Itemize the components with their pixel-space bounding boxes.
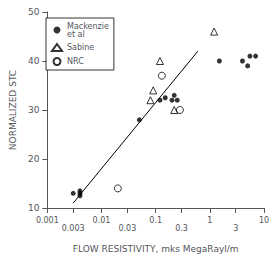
svg-text:0.001: 0.001	[36, 216, 59, 225]
svg-text:50: 50	[28, 7, 40, 17]
svg-text:FLOW RESISTIVITY, mks MegaRayl: FLOW RESISTIVITY, mks MegaRayl/m	[73, 244, 239, 254]
svg-text:10: 10	[28, 203, 40, 213]
svg-text:20: 20	[28, 154, 40, 164]
svg-text:NRC: NRC	[67, 57, 84, 66]
svg-text:Mackenzie: Mackenzie	[67, 21, 109, 31]
svg-text:0.3: 0.3	[175, 224, 188, 233]
svg-text:Sabine: Sabine	[67, 43, 94, 52]
svg-text:0.003: 0.003	[62, 224, 85, 233]
svg-text:40: 40	[28, 56, 40, 66]
svg-text:0.01: 0.01	[93, 216, 111, 225]
svg-text:0.03: 0.03	[118, 224, 136, 233]
svg-text:30: 30	[28, 105, 40, 115]
svg-text:3: 3	[233, 224, 238, 233]
svg-text:10: 10	[259, 216, 269, 225]
svg-text:et al: et al	[67, 30, 85, 39]
svg-text:0.1: 0.1	[149, 216, 162, 225]
svg-text:NORMALIZED STC: NORMALIZED STC	[8, 70, 18, 150]
svg-text:1: 1	[207, 216, 212, 225]
